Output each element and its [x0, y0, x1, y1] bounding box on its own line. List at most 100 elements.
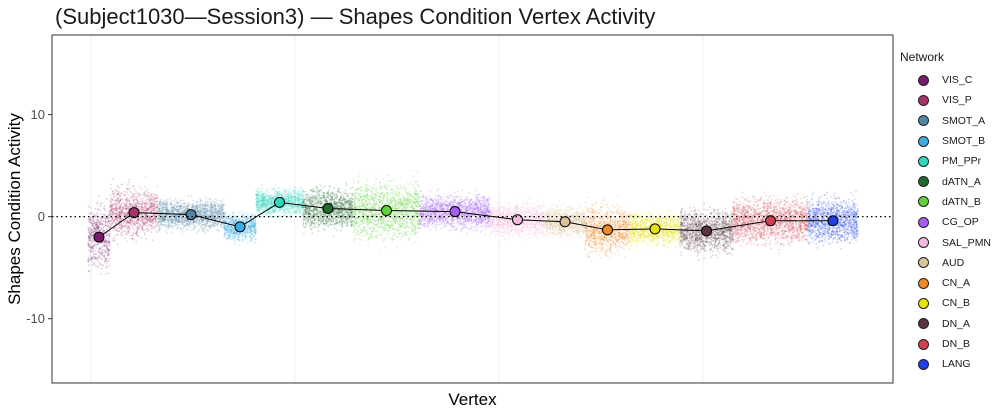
vertex-point [147, 223, 150, 226]
vertex-point [98, 216, 100, 219]
vertex-point [172, 204, 175, 207]
vertex-point [201, 206, 204, 209]
vertex-point [108, 238, 110, 241]
vertex-point [89, 221, 92, 224]
vertex-point [150, 231, 153, 234]
vertex-point [170, 211, 173, 213]
vertex-point [129, 234, 132, 237]
vertex-point [101, 251, 103, 254]
vertex-point [135, 233, 138, 235]
vertex-point [251, 229, 253, 231]
vertex-point [174, 217, 177, 220]
vertex-point [89, 230, 92, 233]
vertex-point [127, 231, 130, 234]
vertex-point [106, 218, 109, 221]
vertex-point [152, 218, 154, 221]
vertex-point [122, 222, 125, 225]
vertex-point [99, 218, 102, 221]
vertex-point [312, 226, 315, 229]
vertex-point [98, 195, 100, 197]
vertex-point [153, 213, 156, 216]
vertex-point [130, 191, 132, 194]
vertex-point [298, 213, 301, 216]
vertex-point [102, 231, 105, 234]
vertex-point [273, 210, 275, 213]
vertex-point [146, 203, 149, 206]
vertex-point [155, 218, 157, 221]
vertex-point [279, 194, 281, 196]
vertex-point [177, 218, 179, 221]
vertex-point [100, 226, 103, 229]
vertex-point [150, 227, 153, 230]
vertex-point [97, 265, 99, 268]
vertex-point [136, 228, 139, 230]
vertex-point [209, 210, 212, 213]
vertex-point [280, 208, 283, 211]
vertex-point [125, 188, 128, 191]
vertex-point [123, 194, 125, 196]
vertex-point [286, 195, 289, 198]
vertex-point [283, 209, 286, 212]
vertex-point [99, 230, 102, 232]
vertex-point [124, 230, 127, 233]
vertex-point [265, 212, 268, 215]
vertex-point [284, 193, 287, 196]
vertex-point [116, 243, 119, 246]
vertex-point [90, 248, 93, 251]
vertex-point [217, 229, 220, 232]
vertex-point [297, 206, 300, 208]
vertex-point [143, 233, 146, 236]
vertex-point [91, 228, 93, 231]
vertex-point [122, 198, 124, 201]
vertex-point [131, 234, 134, 237]
vertex-point [151, 239, 154, 242]
vertex-point [94, 227, 97, 230]
vertex-point [157, 204, 160, 207]
vertex-point [257, 195, 260, 198]
vertex-point [129, 219, 132, 222]
vertex-point [114, 189, 117, 192]
vertex-point [107, 249, 110, 252]
vertex-point [104, 220, 107, 223]
vertex-point [249, 236, 252, 238]
vertex-point [125, 196, 128, 199]
vertex-point [294, 212, 297, 215]
vertex-point [101, 219, 104, 222]
vertex-point [98, 261, 101, 264]
vertex-point [183, 204, 186, 207]
vertex-point [253, 228, 256, 231]
vertex-point [130, 196, 133, 198]
vertex-point [135, 190, 137, 193]
vertex-point [198, 223, 200, 226]
vertex-point [290, 201, 293, 204]
vertex-point [172, 220, 175, 223]
vertex-point [175, 227, 178, 230]
vertex-point [99, 248, 102, 251]
vertex-point [90, 251, 93, 254]
vertex-point [205, 222, 208, 224]
vertex-point [92, 228, 95, 231]
vertex-point [111, 197, 114, 200]
vertex-point [221, 200, 223, 203]
vertex-point [268, 202, 271, 205]
vertex-point [90, 257, 93, 260]
vertex-point [126, 229, 129, 232]
vertex-point [186, 228, 189, 231]
vertex-point [88, 231, 91, 233]
vertex-point [91, 257, 94, 259]
vertex-point [218, 204, 221, 207]
vertex-point [241, 235, 244, 238]
vertex-point [342, 195, 345, 198]
vertex-point [264, 203, 267, 206]
vertex-point [121, 183, 123, 186]
vertex-point [115, 207, 118, 209]
vertex-point [278, 186, 281, 189]
vertex-point [146, 201, 149, 204]
vertex-point [100, 253, 102, 256]
vertex-point [104, 251, 107, 254]
vertex-point [96, 203, 99, 206]
vertex-point [105, 224, 108, 227]
vertex-point [246, 232, 249, 235]
vertex-point [127, 222, 130, 224]
vertex-point [108, 264, 111, 267]
